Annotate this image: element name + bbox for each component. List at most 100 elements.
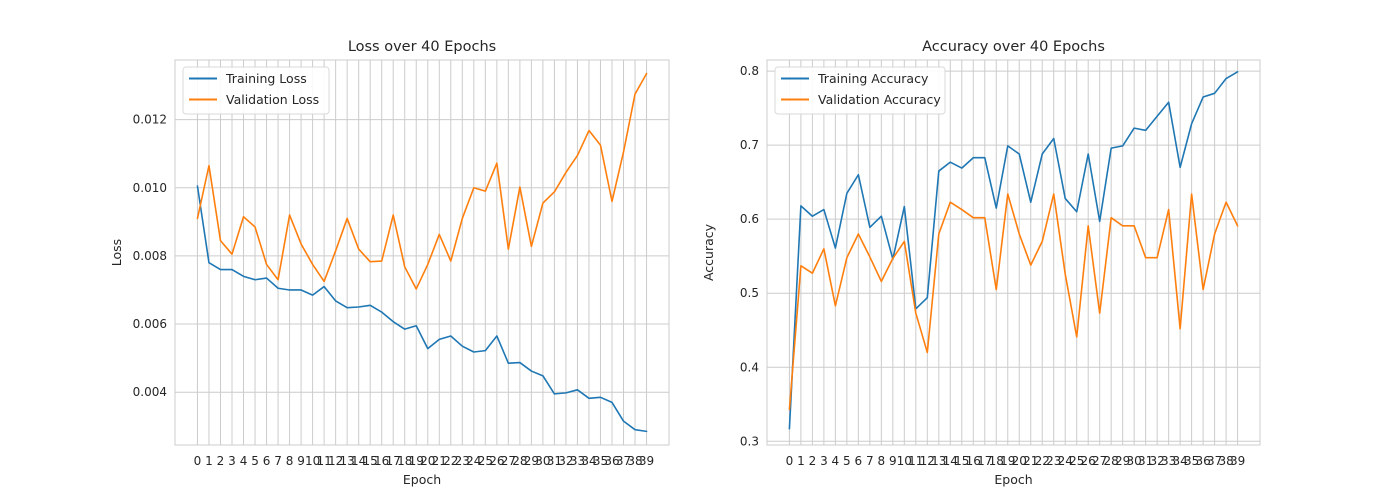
accuracy-x-tick-label: 17 (977, 454, 992, 468)
loss-x-tick-label: 24 (466, 454, 481, 468)
accuracy-x-tick-label: 38 (1218, 454, 1233, 468)
loss-x-tick-label: 38 (627, 454, 642, 468)
loss-x-tick-label: 10 (305, 454, 320, 468)
loss-x-tick-label: 31 (547, 454, 562, 468)
accuracy-plot-frame (766, 59, 1261, 446)
loss-y-tick-label: 0.004 (133, 385, 167, 399)
loss-x-tick-label: 28 (512, 454, 527, 468)
loss-x-tick-label: 17 (386, 454, 401, 468)
accuracy-legend-label-training: Training Accuracy (817, 71, 929, 86)
loss-x-tick-label: 13 (340, 454, 355, 468)
loss-x-tick-label: 39 (639, 454, 654, 468)
accuracy-x-tick-label: 8 (878, 454, 886, 468)
accuracy-x-tick-label: 19 (1000, 454, 1015, 468)
loss-series (196, 72, 648, 433)
accuracy-x-tick-label: 22 (1035, 454, 1050, 468)
loss-x-tick-label: 23 (455, 454, 470, 468)
loss-x-tick-label: 22 (443, 454, 458, 468)
accuracy-x-tick-label: 29 (1115, 454, 1130, 468)
accuracy-x-axis-label: Epoch (994, 472, 1032, 487)
accuracy-x-tick-label: 25 (1069, 454, 1084, 468)
accuracy-x-tick-label: 1 (797, 454, 805, 468)
loss-ticks: 0 1 2 3 4 5 6 7 8 9 101112131415161718192021222324… (133, 113, 655, 468)
accuracy-x-tick-label: 20 (1012, 454, 1027, 468)
accuracy-x-tick-label: 12 (920, 454, 935, 468)
loss-x-tick-label: 26 (489, 454, 504, 468)
loss-x-tick-label: 33 (570, 454, 585, 468)
loss-y-axis-label: Loss (109, 239, 124, 266)
loss-y-tick-label: 0.010 (133, 181, 167, 195)
loss-x-tick-label: 29 (524, 454, 539, 468)
loss-x-tick-label: 6 (263, 454, 271, 468)
accuracy-x-tick-label: 36 (1195, 454, 1210, 468)
loss-x-tick-label: 0 (194, 454, 202, 468)
accuracy-x-tick-label: 5 (843, 454, 851, 468)
accuracy-x-tick-label: 0 (786, 454, 794, 468)
accuracy-x-tick-label: 27 (1092, 454, 1107, 468)
loss-x-tick-label: 8 (286, 454, 294, 468)
loss-x-axis-label: Epoch (403, 472, 441, 487)
accuracy-chart-title: Accuracy over 40 Epochs (922, 39, 1105, 55)
loss-x-tick-label: 1 (205, 454, 213, 468)
accuracy-x-tick-label: 34 (1172, 454, 1187, 468)
accuracy-x-tick-label: 31 (1138, 454, 1153, 468)
accuracy-x-tick-label: 13 (931, 454, 946, 468)
accuracy-x-tick-label: 2 (809, 454, 817, 468)
loss-x-tick-label: 2 (217, 454, 225, 468)
loss-x-tick-label: 19 (409, 454, 424, 468)
loss-x-tick-label: 15 (363, 454, 378, 468)
accuracy-x-tick-label: 4 (832, 454, 840, 468)
accuracy-x-tick-label: 35 (1184, 454, 1199, 468)
loss-x-tick-label: 16 (374, 454, 389, 468)
loss-series-line-training (196, 185, 648, 433)
loss-x-tick-label: 9 (297, 454, 305, 468)
loss-x-tick-label: 20 (420, 454, 435, 468)
loss-y-tick-label: 0.006 (133, 317, 167, 331)
accuracy-x-tick-label: 9 (889, 454, 897, 468)
loss-x-tick-label: 3 (228, 454, 236, 468)
accuracy-x-tick-label: 6 (855, 454, 863, 468)
loss-grid (175, 60, 669, 445)
accuracy-x-tick-label: 32 (1150, 454, 1165, 468)
accuracy-legend-box (774, 66, 946, 115)
accuracy-x-tick-label: 39 (1230, 454, 1245, 468)
loss-chart: 0 1 2 3 4 5 6 7 8 9 101112131415161718192021222324… (109, 39, 670, 487)
loss-legend-box (182, 66, 330, 115)
accuracy-x-tick-label: 15 (954, 454, 969, 468)
accuracy-y-tick-label: 0.4 (740, 360, 759, 374)
loss-x-tick-label: 21 (432, 454, 447, 468)
accuracy-x-tick-label: 7 (866, 454, 874, 468)
loss-x-tick-label: 11 (316, 454, 331, 468)
accuracy-y-axis-label: Accuracy (701, 223, 716, 281)
loss-x-tick-label: 14 (351, 454, 366, 468)
accuracy-x-tick-label: 11 (908, 454, 923, 468)
accuracy-x-tick-label: 37 (1207, 454, 1222, 468)
accuracy-x-tick-label: 3 (820, 454, 828, 468)
loss-legend-label-validation: Validation Loss (226, 92, 319, 107)
accuracy-legend-label-validation: Validation Accuracy (818, 92, 941, 107)
accuracy-chart: 0 1 2 3 4 5 6 7 8 9 101112131415161718192021222324… (701, 39, 1261, 487)
accuracy-x-tick-label: 10 (897, 454, 912, 468)
accuracy-y-tick-label: 0.5 (740, 286, 759, 300)
loss-y-tick-label: 0.008 (133, 249, 167, 263)
accuracy-x-tick-label: 28 (1104, 454, 1119, 468)
loss-x-tick-label: 30 (535, 454, 550, 468)
accuracy-series-line-validation (788, 193, 1239, 411)
loss-x-tick-label: 32 (558, 454, 573, 468)
accuracy-y-tick-label: 0.6 (740, 212, 759, 226)
accuracy-series (788, 71, 1239, 430)
loss-legend-label-training: Training Loss (225, 71, 307, 86)
accuracy-x-tick-label: 26 (1081, 454, 1096, 468)
accuracy-legend: Training Accuracy Validation Accuracy (774, 66, 946, 115)
loss-y-tick-label: 0.012 (133, 113, 167, 127)
loss-series-line-validation (196, 72, 648, 290)
loss-legend: Training Loss Validation Loss (182, 66, 330, 115)
accuracy-x-tick-label: 33 (1161, 454, 1176, 468)
accuracy-series-line-training (788, 71, 1239, 430)
loss-x-tick-label: 12 (328, 454, 343, 468)
accuracy-x-tick-label: 18 (989, 454, 1004, 468)
loss-x-tick-label: 25 (478, 454, 493, 468)
loss-x-tick-label: 4 (240, 454, 248, 468)
accuracy-y-tick-label: 0.3 (740, 434, 759, 448)
